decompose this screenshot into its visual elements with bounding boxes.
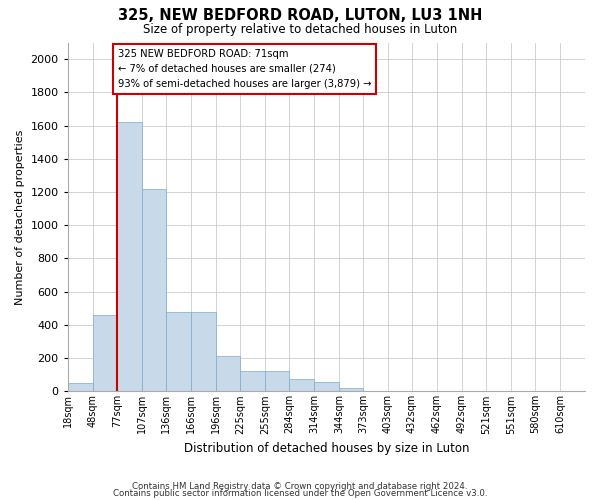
Bar	[388, 390, 412, 392]
Bar	[142, 188, 166, 392]
Bar	[240, 372, 265, 392]
Bar	[339, 388, 363, 392]
Bar	[216, 356, 240, 392]
Text: Size of property relative to detached houses in Luton: Size of property relative to detached ho…	[143, 22, 457, 36]
Bar	[314, 382, 339, 392]
Text: Contains HM Land Registry data © Crown copyright and database right 2024.: Contains HM Land Registry data © Crown c…	[132, 482, 468, 491]
Bar	[166, 312, 191, 392]
Bar	[265, 372, 289, 392]
Text: Contains public sector information licensed under the Open Government Licence v3: Contains public sector information licen…	[113, 489, 487, 498]
Text: 325, NEW BEDFORD ROAD, LUTON, LU3 1NH: 325, NEW BEDFORD ROAD, LUTON, LU3 1NH	[118, 8, 482, 22]
Bar	[117, 122, 142, 392]
Y-axis label: Number of detached properties: Number of detached properties	[15, 130, 25, 304]
Text: 325 NEW BEDFORD ROAD: 71sqm
← 7% of detached houses are smaller (274)
93% of sem: 325 NEW BEDFORD ROAD: 71sqm ← 7% of deta…	[118, 49, 371, 88]
Bar	[92, 315, 117, 392]
Bar	[68, 383, 92, 392]
Bar	[363, 390, 388, 392]
Bar	[191, 312, 216, 392]
X-axis label: Distribution of detached houses by size in Luton: Distribution of detached houses by size …	[184, 442, 469, 455]
Bar	[289, 379, 314, 392]
